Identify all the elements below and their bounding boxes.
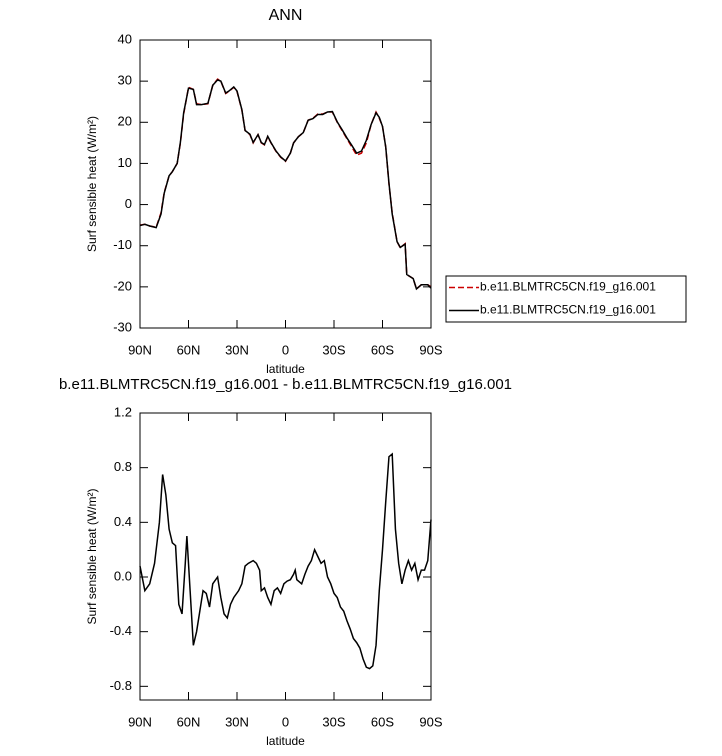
y-tick-label: 1.2	[114, 404, 132, 419]
x-tick-label: 30S	[322, 342, 345, 357]
y-tick-label: -20	[113, 278, 132, 293]
chart-title: ANN	[269, 7, 303, 24]
chart-title: b.e11.BLMTRC5CN.f19_g16.001 - b.e11.BLMT…	[59, 376, 512, 393]
y-tick-label: 0.8	[114, 459, 132, 474]
x-tick-label: 90N	[128, 342, 152, 357]
data-line	[139, 79, 432, 291]
data-line	[139, 452, 432, 670]
plot-frame	[139, 412, 432, 701]
y-tick-label: 0.0	[114, 568, 132, 583]
x-tick-label: 90S	[419, 342, 442, 357]
x-tick-label: 30S	[322, 714, 345, 729]
y-tick-label: 0	[125, 196, 132, 211]
y-tick-label: 40	[118, 31, 132, 46]
x-axis-label: latitude	[266, 734, 305, 748]
y-tick-label: -0.4	[110, 623, 132, 638]
x-tick-label: 90N	[128, 714, 152, 729]
y-tick-label: -0.8	[110, 678, 132, 693]
x-tick-label: 60S	[371, 342, 394, 357]
x-axis-label: latitude	[266, 362, 305, 376]
x-tick-label: 0	[282, 714, 289, 729]
legend-label: b.e11.BLMTRC5CN.f19_g16.001	[480, 303, 656, 317]
x-tick-label: 30N	[225, 342, 249, 357]
plot-frame	[139, 39, 432, 329]
legend-box	[445, 275, 687, 323]
x-tick-label: 60N	[177, 342, 201, 357]
x-tick-label: 60N	[177, 714, 201, 729]
y-axis-label: Surf sensible heat (W/m²)	[85, 488, 99, 624]
y-tick-label: 0.4	[114, 514, 132, 529]
x-tick-label: 0	[282, 342, 289, 357]
y-tick-label: -10	[113, 237, 132, 252]
legend-label: b.e11.BLMTRC5CN.f19_g16.001	[480, 280, 656, 294]
y-tick-label: 30	[118, 73, 132, 88]
x-tick-label: 60S	[371, 714, 394, 729]
x-tick-label: 90S	[419, 714, 442, 729]
y-axis-label: Surf sensible heat (W/m²)	[85, 116, 99, 252]
y-tick-label: -30	[113, 319, 132, 334]
x-tick-label: 30N	[225, 714, 249, 729]
y-tick-label: 10	[118, 155, 132, 170]
y-tick-label: 20	[118, 114, 132, 129]
